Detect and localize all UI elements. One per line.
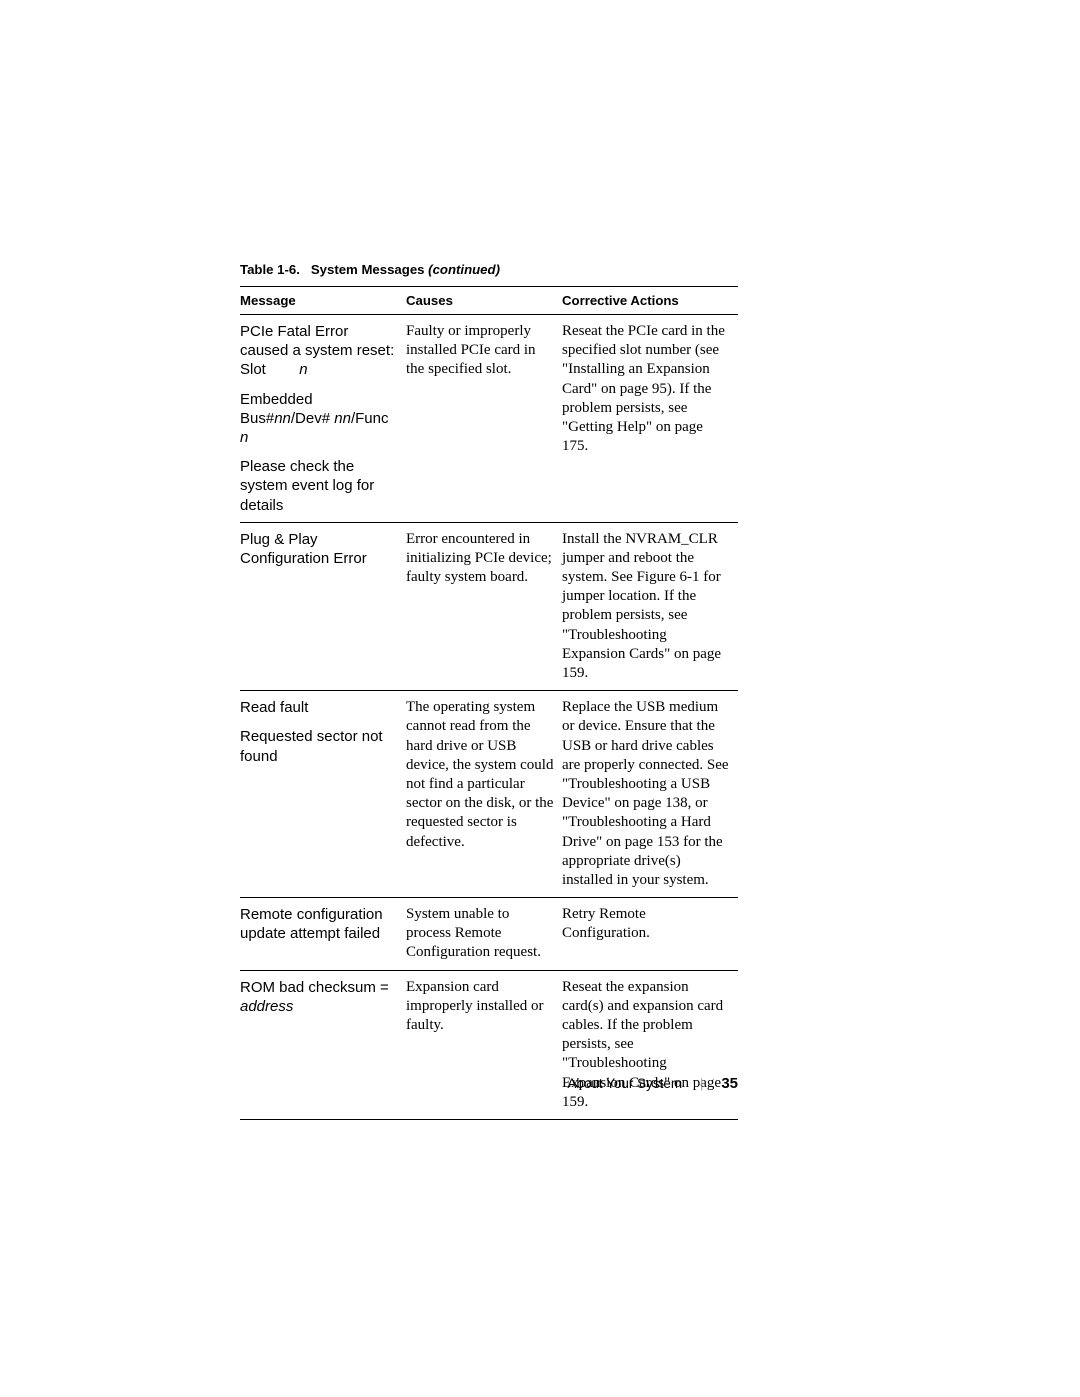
cell-message: PCIe Fatal Error caused a system reset: … <box>240 315 406 523</box>
cell-causes: System unable to process Remote Configur… <box>406 898 562 971</box>
cell-causes: Error encountered in initializing PCIe d… <box>406 522 562 691</box>
footer-page-number: 35 <box>721 1075 738 1092</box>
table-row: PCIe Fatal Error caused a system reset: … <box>240 315 738 523</box>
caption-label: Table 1-6. <box>240 262 300 277</box>
cell-causes: The operating system cannot read from th… <box>406 691 562 898</box>
col-header-message: Message <box>240 287 406 315</box>
table-row: Remote configuration update attempt fail… <box>240 898 738 971</box>
col-header-actions: Corrective Actions <box>562 287 738 315</box>
footer-separator: | <box>700 1076 703 1091</box>
system-messages-table: Message Causes Corrective Actions PCIe F… <box>240 286 738 1120</box>
page: Table 1-6. System Messages (continued) M… <box>0 0 1080 1397</box>
cell-actions: Reseat the PCIe card in the specified sl… <box>562 315 738 523</box>
cell-message: Plug & Play Configuration Error <box>240 522 406 691</box>
col-header-causes: Causes <box>406 287 562 315</box>
cell-actions: Reseat the expansion card(s) and expansi… <box>562 970 738 1119</box>
cell-actions: Replace the USB medium or device. Ensure… <box>562 691 738 898</box>
caption-continued: (continued) <box>428 262 500 277</box>
cell-actions: Install the NVRAM_CLR jumper and reboot … <box>562 522 738 691</box>
caption-title: System Messages <box>311 262 425 277</box>
cell-message: ROM bad checksum = address <box>240 970 406 1119</box>
cell-actions: Retry Remote Configuration. <box>562 898 738 971</box>
footer-section: About Your System <box>567 1076 682 1091</box>
content-block: Table 1-6. System Messages (continued) M… <box>240 262 738 1120</box>
cell-message: Read faultRequested sector not found <box>240 691 406 898</box>
cell-causes: Expansion card improperly installed or f… <box>406 970 562 1119</box>
cell-causes: Faulty or improperly installed PCIe card… <box>406 315 562 523</box>
table-row: ROM bad checksum = address Expansion car… <box>240 970 738 1119</box>
page-footer: About Your System | 35 <box>240 1075 738 1092</box>
table-caption: Table 1-6. System Messages (continued) <box>240 262 738 277</box>
table-header-row: Message Causes Corrective Actions <box>240 287 738 315</box>
table-row: Read faultRequested sector not found The… <box>240 691 738 898</box>
cell-message: Remote configuration update attempt fail… <box>240 898 406 971</box>
table-row: Plug & Play Configuration Error Error en… <box>240 522 738 691</box>
